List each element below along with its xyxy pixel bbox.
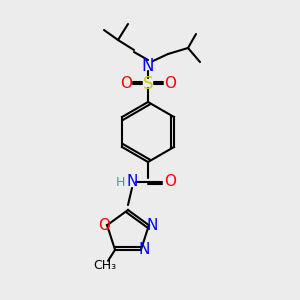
Text: O: O (98, 218, 110, 233)
Text: N: N (138, 242, 150, 257)
Text: H: H (116, 176, 125, 188)
Text: O: O (164, 76, 176, 92)
Text: S: S (143, 75, 153, 93)
Text: N: N (146, 218, 158, 233)
Text: O: O (164, 175, 176, 190)
Text: N: N (142, 57, 154, 75)
Text: CH₃: CH₃ (94, 259, 117, 272)
Text: N: N (126, 175, 138, 190)
Text: O: O (120, 76, 132, 92)
